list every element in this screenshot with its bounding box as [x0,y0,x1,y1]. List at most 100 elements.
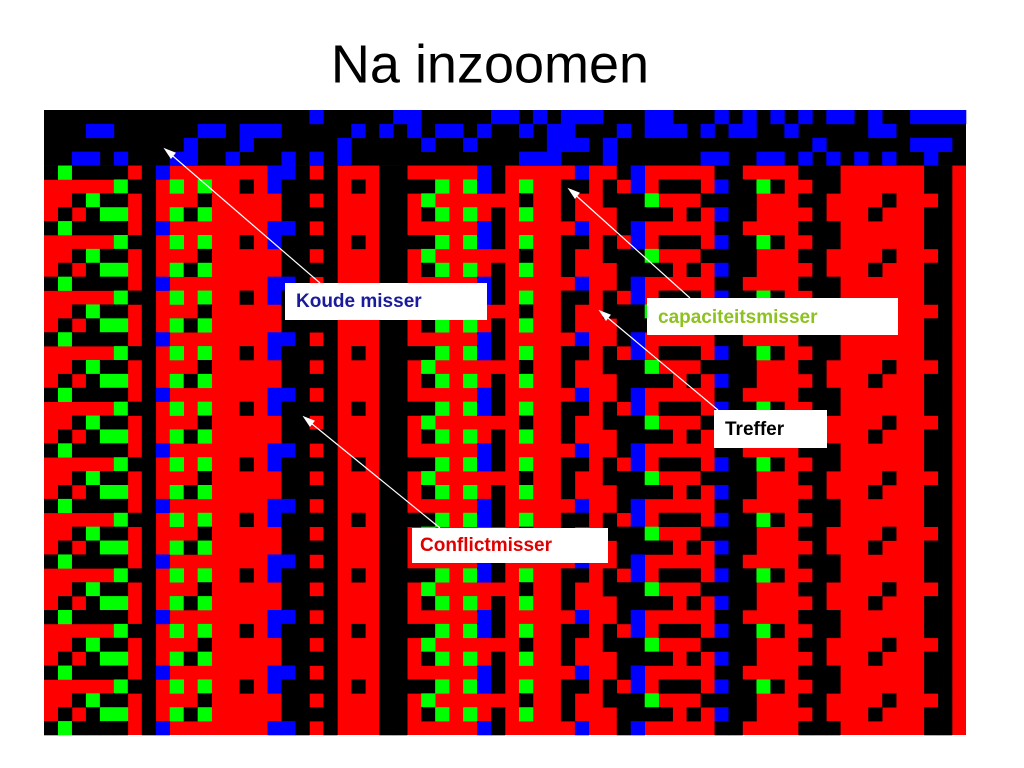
cell [491,498,506,514]
cell [281,193,296,208]
cell [71,637,87,652]
cell-blue [938,110,953,125]
arrows [163,147,719,529]
cell [630,637,645,652]
cell [295,693,310,708]
cell [868,707,883,722]
cell [938,165,953,180]
cell [924,498,939,514]
cell [686,401,701,416]
cell-blue [85,123,101,139]
cell [309,540,324,555]
cell-blue [756,151,771,166]
cell [393,401,408,416]
cell [924,568,939,583]
cell [379,623,394,639]
cell [71,360,87,375]
cell [281,554,296,569]
slide-title: Na inzoomen [331,34,649,94]
cell [463,318,478,333]
cell [99,651,115,666]
cell [127,179,143,194]
cell [309,651,324,666]
cell [463,512,478,527]
cell [574,221,590,236]
cell-blue [784,123,799,139]
cell [924,721,939,736]
cell [85,276,101,291]
cell [882,415,897,430]
cell [281,485,296,500]
cell [714,373,729,389]
cell [393,373,408,389]
cell [379,457,394,472]
cell [309,318,324,333]
cell [407,568,422,583]
cell [518,207,534,222]
cell [267,179,282,194]
cell [826,679,841,694]
cell [295,651,310,666]
cell [197,304,212,319]
cell [728,707,743,722]
cell [491,401,506,416]
cell [141,651,157,666]
cell [630,665,645,680]
cell [295,248,310,264]
cell [630,582,645,597]
cell [630,707,645,722]
cell [602,637,618,652]
cell [323,693,338,708]
cell [71,221,87,236]
cell [644,707,659,722]
cell [518,290,534,305]
cell [155,165,171,180]
cell [435,235,450,250]
cell [672,346,687,361]
cell [267,387,282,402]
cell [309,373,324,389]
cell [602,457,618,472]
cell [169,207,184,222]
cell [868,429,883,444]
cell [672,568,687,583]
cell [798,582,813,597]
cell [113,498,129,514]
cell [602,623,618,639]
cell [602,193,618,208]
cell [99,415,115,430]
cell [141,207,157,222]
cell [560,679,576,694]
cell-blue [742,110,757,125]
cell [421,693,436,708]
cell [686,235,701,250]
cell [518,457,534,472]
cell [560,248,576,264]
cell [379,498,394,514]
cell-blue [560,123,576,139]
cell [435,346,450,361]
cell [812,693,827,708]
cell [938,429,953,444]
cell [99,582,115,597]
cell [323,554,338,569]
cell [924,485,939,500]
cell [560,360,576,375]
cell [616,387,632,402]
cell [323,179,338,194]
cell [295,179,310,194]
cell [938,540,953,555]
cell [477,387,492,402]
cell [491,485,506,500]
cell [183,707,198,722]
cell [742,360,757,375]
cell [323,568,338,583]
cell [169,651,184,666]
cell [742,262,757,277]
cell [393,332,408,347]
label-box [647,298,898,335]
cell [714,623,729,639]
cell [742,707,757,722]
cell [756,679,771,694]
cell [728,623,743,639]
